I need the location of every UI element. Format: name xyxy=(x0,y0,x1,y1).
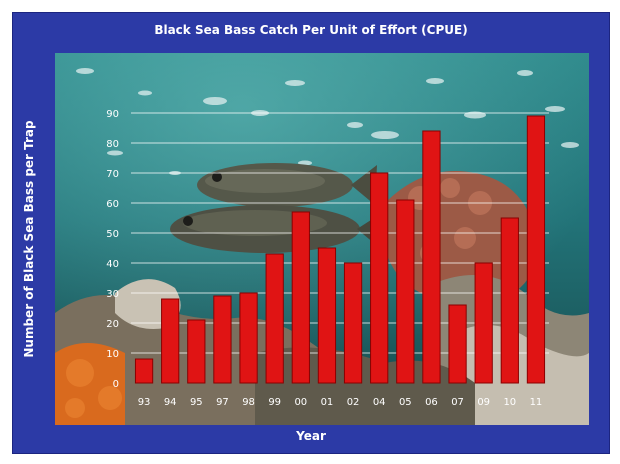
x-tick-label: 11 xyxy=(530,397,543,408)
y-tick-label: 40 xyxy=(106,259,119,270)
x-tick-label: 97 xyxy=(216,397,229,408)
y-tick-label: 70 xyxy=(106,169,119,180)
x-tick-label: 02 xyxy=(347,397,360,408)
bar xyxy=(161,298,180,384)
x-tick-label: 09 xyxy=(477,397,490,408)
x-tick-label: 10 xyxy=(503,397,516,408)
x-tick-label: 05 xyxy=(399,397,412,408)
x-tick-label: 07 xyxy=(451,397,464,408)
x-tick-label: 04 xyxy=(373,397,386,408)
x-tick-label: 99 xyxy=(268,397,281,408)
x-tick-label: 00 xyxy=(294,397,307,408)
y-tick-label: 10 xyxy=(106,349,119,360)
chart-frame: Black Sea Bass Catch Per Unit of Effort … xyxy=(12,12,610,454)
x-tick-label: 95 xyxy=(190,397,203,408)
bar xyxy=(422,130,441,384)
bar xyxy=(317,247,337,384)
bar xyxy=(134,358,154,384)
chart-title: Black Sea Bass Catch Per Unit of Effort … xyxy=(154,23,468,37)
bar xyxy=(396,199,415,384)
bar xyxy=(500,217,519,384)
bars xyxy=(134,115,546,384)
y-tick-label: 80 xyxy=(106,139,119,150)
underwater-scene-illustration xyxy=(55,53,589,425)
bar xyxy=(291,211,310,384)
y-tick-label: 20 xyxy=(106,319,119,330)
chart-plot: 0 10 20 30 40 50 60 70 80 90 93 94 95 97 98 99 00 01 02 04… xyxy=(106,109,549,408)
bar xyxy=(343,262,363,384)
bar xyxy=(448,304,467,384)
y-tick-label: 60 xyxy=(106,199,119,210)
bar xyxy=(187,319,206,384)
bar xyxy=(265,253,284,384)
x-tick-label: 93 xyxy=(138,397,151,408)
x-axis-ticks: 93 94 95 97 98 99 00 01 02 04 05 06 07 09 10 11 xyxy=(138,397,543,408)
bar xyxy=(370,172,389,384)
x-axis-label: Year xyxy=(296,429,326,443)
x-tick-label: 01 xyxy=(321,397,334,408)
y-tick-label: 90 xyxy=(106,109,119,120)
background-photo xyxy=(55,53,589,425)
x-tick-label: 06 xyxy=(425,397,438,408)
bar xyxy=(213,295,232,384)
bar xyxy=(474,262,493,384)
y-tick-label: 30 xyxy=(106,289,119,300)
x-tick-label: 94 xyxy=(164,397,177,408)
y-axis-ticks: 0 10 20 30 40 50 60 70 80 90 xyxy=(106,109,119,390)
x-tick-label: 98 xyxy=(242,397,255,408)
bar xyxy=(239,292,258,384)
y-tick-label: 0 xyxy=(113,379,119,390)
bar xyxy=(526,115,546,384)
y-tick-label: 50 xyxy=(106,229,119,240)
